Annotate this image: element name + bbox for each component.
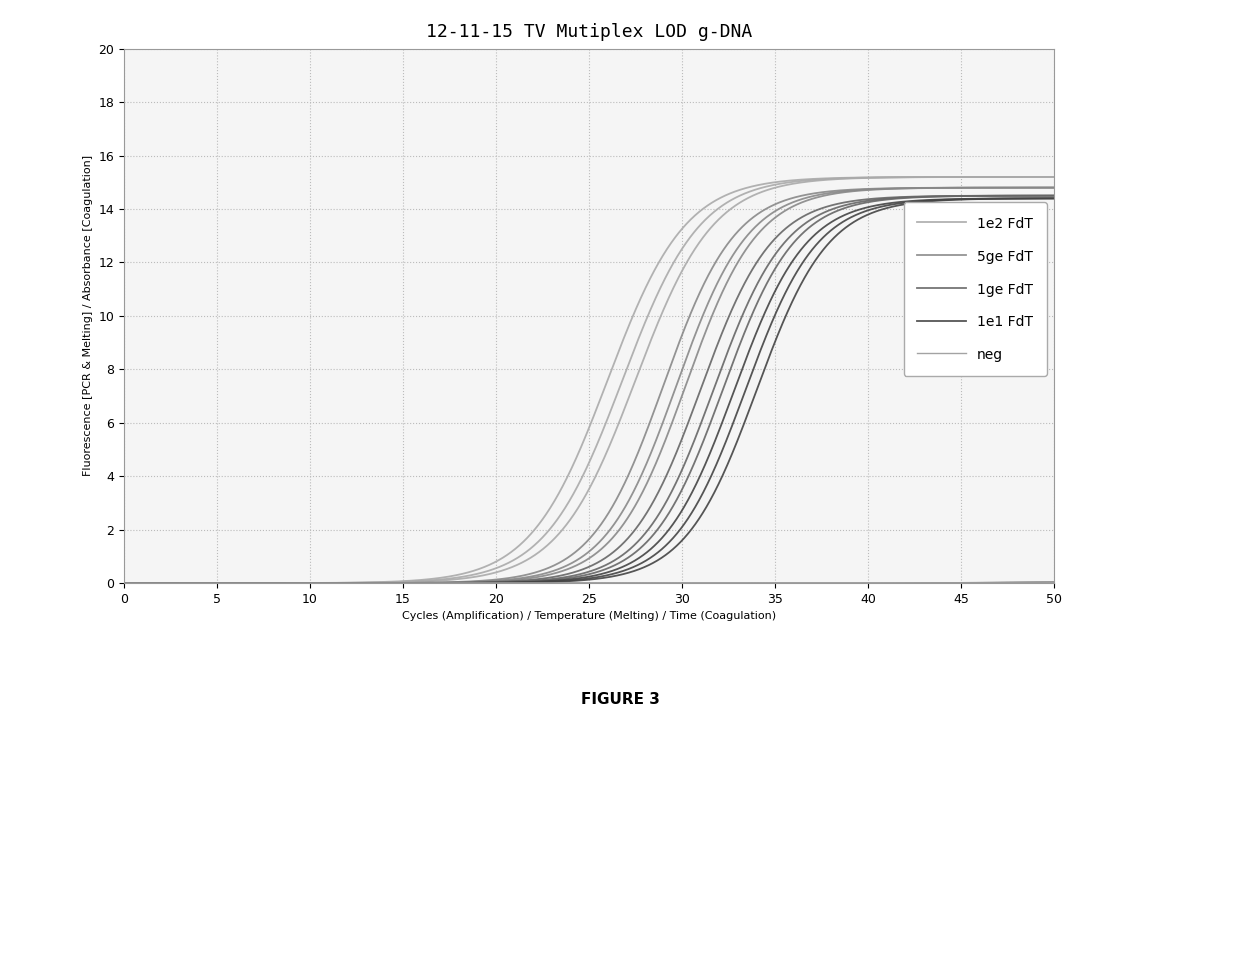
Title: 12-11-15 TV Mutiplex LOD g-DNA: 12-11-15 TV Mutiplex LOD g-DNA bbox=[425, 23, 753, 42]
X-axis label: Cycles (Amplification) / Temperature (Melting) / Time (Coagulation): Cycles (Amplification) / Temperature (Me… bbox=[402, 611, 776, 621]
Text: FIGURE 3: FIGURE 3 bbox=[580, 692, 660, 708]
Y-axis label: Fluorescence [PCR & Melting] / Absorbance [Coagulation]: Fluorescence [PCR & Melting] / Absorbanc… bbox=[83, 156, 93, 476]
Legend: 1e2 FdT, 5ge FdT, 1ge FdT, 1e1 FdT, neg: 1e2 FdT, 5ge FdT, 1ge FdT, 1e1 FdT, neg bbox=[904, 202, 1047, 376]
